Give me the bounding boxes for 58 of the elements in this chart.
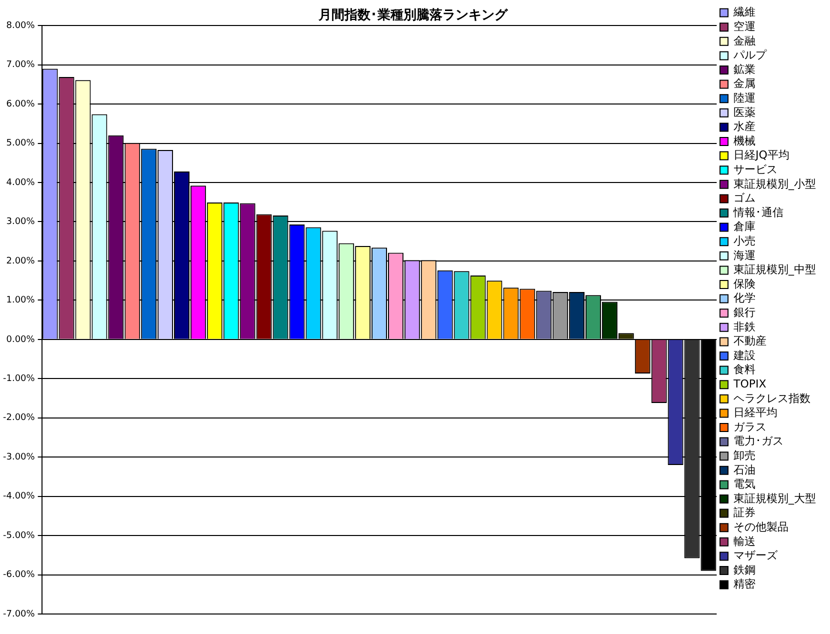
legend-label: 電力･ガス: [734, 434, 784, 448]
y-tick-label: -1.00%: [2, 374, 36, 384]
y-tick-label: 1.00%: [6, 296, 36, 306]
legend-label: 石油: [734, 463, 756, 476]
legend-label: 非鉄: [734, 320, 756, 334]
legend-label: 輸送: [734, 534, 756, 548]
legend-label: 日経JQ平均: [734, 148, 790, 162]
chart-title: 月間指数･業種別騰落ランキング: [318, 8, 508, 24]
legend-label: 機械: [734, 134, 756, 148]
y-tick-label: -6.00%: [2, 570, 36, 580]
legend-label: パルプ: [732, 48, 768, 62]
y-tick-label: 0.00%: [6, 334, 36, 345]
legend-label: 保険: [734, 277, 756, 290]
legend-label: 空運: [734, 20, 756, 33]
legend-label: 情報･通信: [732, 206, 784, 219]
y-tick-label: -7.00%: [2, 609, 36, 620]
legend-label: 建設: [732, 348, 756, 362]
y-tick-label: -5.00%: [2, 530, 36, 541]
legend-label: 精密: [734, 578, 756, 591]
legend-label: 日経平均: [734, 406, 778, 420]
legend-label: 陸運: [734, 91, 756, 104]
legend-label: 鉱業: [734, 62, 756, 76]
legend-label: 水産: [734, 120, 756, 134]
legend-label: 証券: [734, 506, 756, 520]
legend-label: TOPIX: [732, 377, 767, 390]
legend-label: 倉庫: [734, 220, 756, 234]
legend-label: サービス: [734, 162, 778, 176]
legend-label: その他製品: [734, 520, 788, 534]
legend-label: 卸売: [734, 448, 756, 462]
legend-label: 鉄鋼: [734, 563, 756, 576]
legend-label: ゴム: [734, 192, 756, 205]
legend-label: 東証規模別_大型: [734, 492, 816, 505]
y-tick-label: -2.00%: [2, 413, 36, 424]
legend-label: 金融: [734, 34, 756, 48]
y-tick-label: 3.00%: [6, 217, 36, 228]
y-tick-label: 8.00%: [6, 20, 36, 31]
legend-label: 電気: [734, 478, 756, 491]
legend-label: 食料: [734, 363, 756, 376]
legend-label: 金属: [734, 77, 756, 90]
legend-label: 小売: [734, 234, 756, 248]
legend-label: ガラス: [734, 420, 766, 434]
legend-label: 医薬: [734, 106, 756, 119]
legend-label: 銀行: [734, 306, 756, 319]
legend-label: 不動産: [734, 334, 766, 348]
legend-label: 東証規模別_中型: [734, 263, 816, 276]
legend-label: 海運: [734, 248, 756, 262]
y-tick-label: 7.00%: [6, 60, 36, 70]
legend-label: 繊維: [732, 6, 756, 19]
y-tick-label: 4.00%: [6, 178, 36, 188]
y-tick-label: 5.00%: [6, 138, 36, 149]
legend-label: マザーズ: [734, 549, 778, 562]
y-tick-label: -4.00%: [2, 492, 36, 502]
legend-label: 東証規模別_小型: [734, 177, 816, 190]
legend-label: 化学: [734, 292, 756, 305]
y-tick-label: -3.00%: [2, 452, 36, 462]
y-tick-label: 2.00%: [6, 256, 36, 266]
legend-label: ヘラクレス指数: [734, 392, 810, 405]
y-tick-label: 6.00%: [6, 99, 36, 110]
